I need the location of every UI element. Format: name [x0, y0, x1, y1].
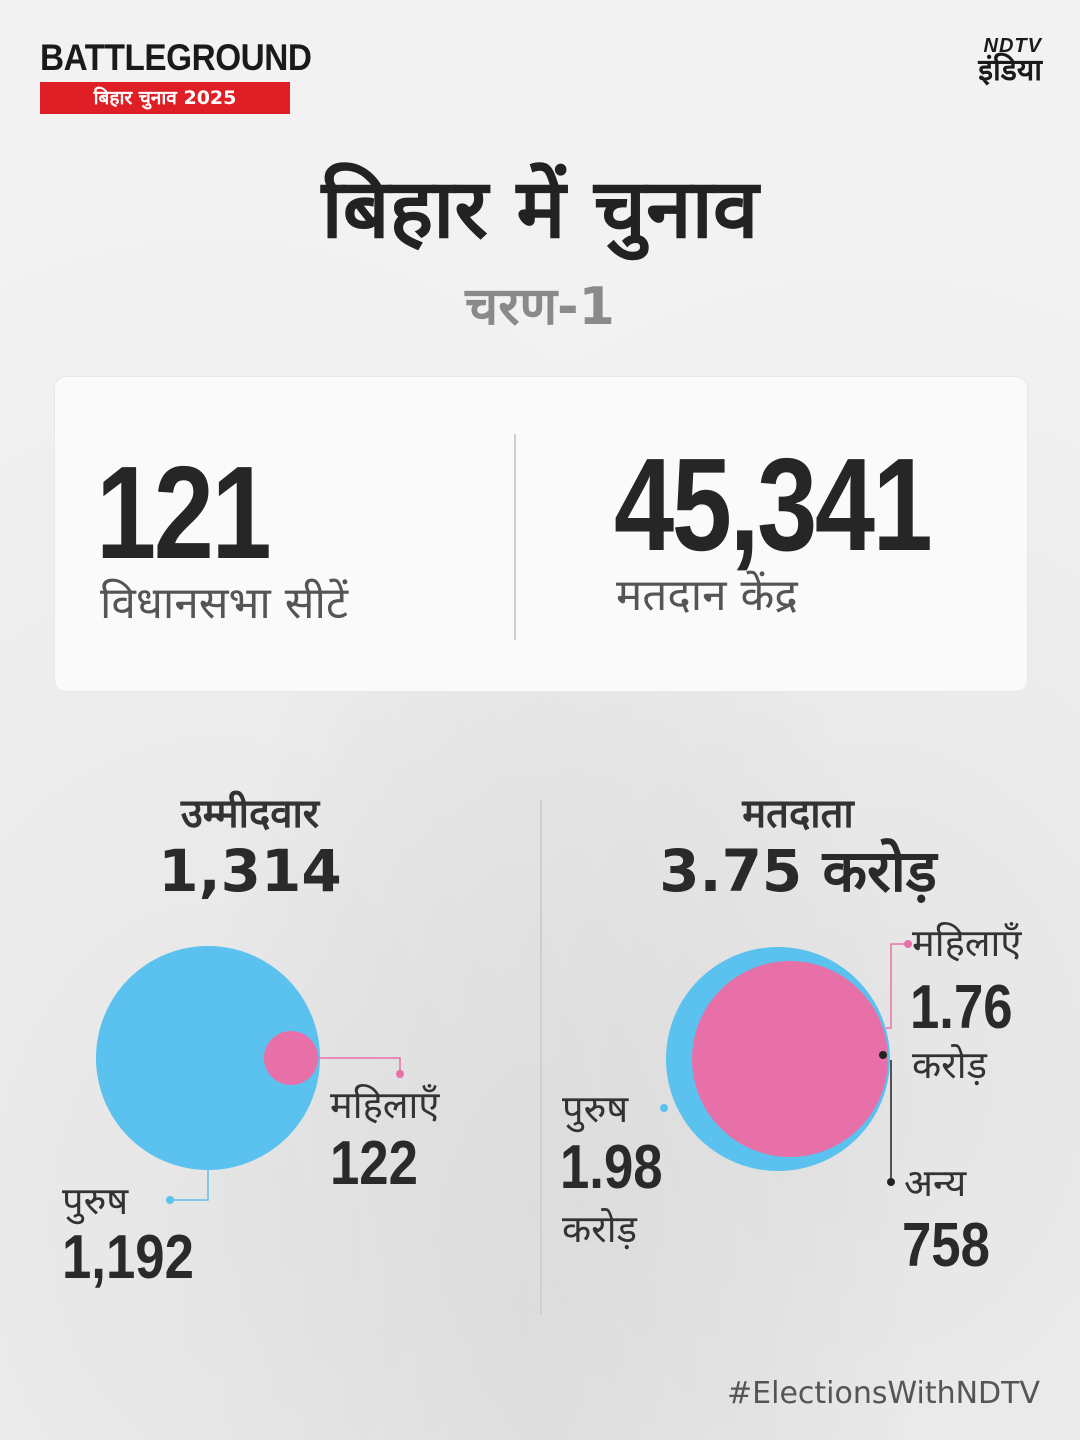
voters-total: 3.75 करोड़: [659, 837, 937, 905]
candidates-women-dot: [396, 1070, 404, 1078]
candidates-women-value: 122: [330, 1129, 418, 1198]
voters-men-dot: [660, 1104, 668, 1112]
stats-card: [54, 376, 1028, 692]
voters-others-dot: [887, 1178, 895, 1186]
seats-label: विधानसभा सीटें: [100, 578, 349, 629]
candidates-women-connector: [318, 1057, 401, 1074]
polling-stations-label: मतदान केंद्र: [616, 570, 798, 621]
ndtv-india-logo: NDTV इंडिया: [902, 35, 1042, 88]
polling-stations-value: 45,341: [614, 431, 933, 578]
brand-title: BATTLEGROUND: [40, 37, 312, 78]
candidates-men-value: 1,192: [62, 1223, 194, 1292]
voters-women-connector: [886, 943, 908, 1029]
voters-men-unit: करोड़: [562, 1207, 637, 1251]
candidates-men-label: पुरुष: [62, 1179, 129, 1223]
seats-value: 121: [96, 439, 272, 586]
voters-others-value: 758: [902, 1211, 990, 1280]
phase-subtitle: चरण-1: [465, 277, 615, 337]
candidates-men-connector: [170, 1170, 209, 1201]
candidates-total: 1,314: [158, 837, 342, 905]
page-title: बिहार में चुनाव: [321, 162, 759, 257]
logo-top-text: NDTV: [983, 35, 1042, 57]
voters-heading: मतदाता: [742, 791, 854, 837]
voters-women-unit: करोड़: [912, 1043, 987, 1087]
voters-women-value: 1.76: [910, 973, 1013, 1042]
voters-others-label: अन्य: [904, 1161, 967, 1205]
brand-subtitle: बिहार चुनाव 2025: [40, 82, 290, 114]
voters-women-dot: [904, 940, 912, 948]
voters-women-label: महिलाएँ: [912, 921, 1022, 965]
candidates-women-label: महिलाएँ: [330, 1083, 440, 1127]
logo-main-text: इंडिया: [978, 53, 1042, 88]
section-divider: [540, 800, 542, 1314]
candidates-men-dot: [166, 1196, 174, 1204]
battleground-brand: BATTLEGROUND बिहार चुनाव 2025: [40, 37, 312, 114]
voters-men-label: पुरुष: [562, 1087, 629, 1131]
candidates-heading: उम्मीदवार: [180, 791, 320, 837]
card-divider: [514, 434, 516, 640]
voters-women-circle: [692, 961, 888, 1157]
candidates-women-circle: [264, 1031, 318, 1085]
hashtag: #ElectionsWithNDTV: [727, 1376, 1040, 1411]
candidates-men-circle: [96, 946, 320, 1170]
voters-others-anchor: [879, 1051, 887, 1059]
voters-men-value: 1.98: [560, 1133, 663, 1202]
